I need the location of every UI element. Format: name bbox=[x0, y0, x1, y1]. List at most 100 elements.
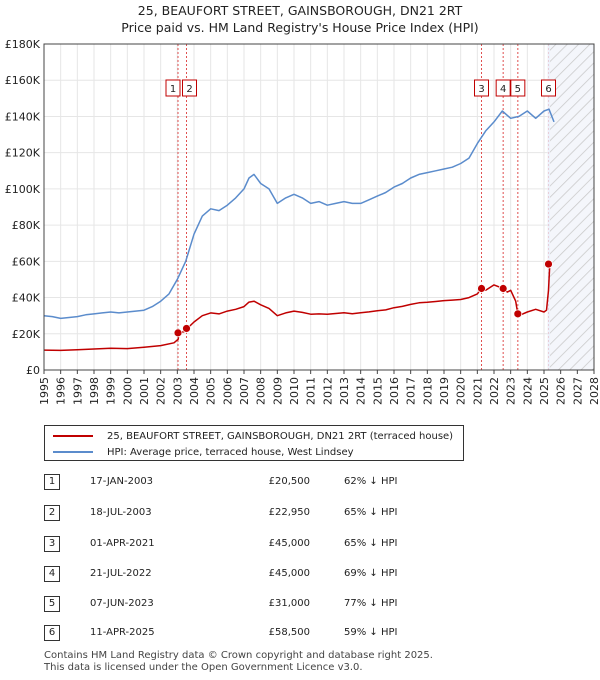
tx-price: £45,000 bbox=[268, 538, 310, 549]
transaction-point bbox=[182, 324, 191, 333]
tx-price: £45,000 bbox=[268, 568, 310, 579]
table-row: 5 07-JUN-2023 £31,000 77% ↓ HPI bbox=[44, 596, 584, 614]
x-tick-label: 2023 bbox=[505, 377, 518, 405]
tx-date: 17-JAN-2003 bbox=[90, 476, 154, 487]
tx-date: 18-JUL-2003 bbox=[90, 507, 152, 518]
x-tick-label: 2000 bbox=[121, 377, 134, 405]
transaction-label-box bbox=[165, 79, 181, 97]
y-tick-label: £140K bbox=[5, 110, 41, 123]
transaction-point bbox=[513, 309, 523, 319]
transaction-label: 5 bbox=[510, 79, 526, 97]
tx-date: 21-JUL-2022 bbox=[90, 568, 152, 579]
x-tick-label: 2002 bbox=[155, 377, 168, 405]
x-tick-label: 1996 bbox=[55, 377, 68, 405]
tx-price: £22,950 bbox=[268, 507, 310, 518]
transaction-label: 2 bbox=[182, 79, 197, 97]
x-tick-label: 2018 bbox=[421, 377, 434, 405]
tx-date: 07-JUN-2023 bbox=[90, 598, 154, 609]
transaction-label-text: 4 bbox=[500, 84, 506, 95]
tx-hpi-diff: 59% ↓ HPI bbox=[344, 627, 398, 638]
transaction-band bbox=[547, 44, 550, 370]
grid bbox=[43, 43, 595, 371]
tx-number: 5 bbox=[44, 596, 60, 612]
tx-date: 01-APR-2021 bbox=[90, 538, 155, 549]
x-tick-label: 2012 bbox=[321, 377, 334, 405]
table-row: 3 01-APR-2021 £45,000 65% ↓ HPI bbox=[44, 536, 584, 554]
x-tick-label: 2021 bbox=[471, 377, 484, 405]
transaction-point bbox=[544, 259, 553, 269]
x-tick-label: 2006 bbox=[221, 377, 234, 405]
tx-number: 2 bbox=[44, 505, 60, 521]
transaction-label-box bbox=[541, 79, 556, 97]
transaction-label-text: 6 bbox=[545, 84, 551, 95]
y-tick-label: £80K bbox=[12, 219, 41, 232]
transaction-label-text: 1 bbox=[170, 84, 176, 95]
y-tick-label: £100K bbox=[5, 183, 41, 196]
transaction-label: 1 bbox=[165, 79, 181, 97]
x-tick-label: 1999 bbox=[105, 377, 118, 405]
transaction-point bbox=[477, 284, 486, 293]
transaction-marker-lines bbox=[177, 44, 550, 370]
legend-label-property: 25, BEAUFORT STREET, GAINSBOROUGH, DN21 … bbox=[107, 430, 454, 442]
x-tick-label: 2014 bbox=[355, 377, 368, 405]
legend-item-property: 25, BEAUFORT STREET, GAINSBOROUGH, DN21 … bbox=[53, 428, 453, 444]
x-tick-label: 1995 bbox=[38, 377, 51, 405]
x-tick-label: 2004 bbox=[188, 377, 201, 405]
x-tick-label: 2010 bbox=[288, 377, 301, 405]
table-row: 2 18-JUL-2003 £22,950 65% ↓ HPI bbox=[44, 505, 584, 523]
x-tick-label: 2024 bbox=[521, 377, 534, 405]
tx-hpi-diff: 69% ↓ HPI bbox=[344, 568, 398, 579]
transaction-label-box bbox=[510, 79, 526, 97]
transaction-label-text: 5 bbox=[515, 84, 521, 95]
tx-hpi-diff: 65% ↓ HPI bbox=[344, 538, 398, 549]
x-tick-label: 2007 bbox=[238, 377, 251, 405]
x-tick-label: 2003 bbox=[171, 377, 184, 405]
x-tick-label: 2026 bbox=[555, 377, 568, 405]
forecast-hatch bbox=[549, 44, 594, 370]
x-tick-label: 2013 bbox=[338, 377, 351, 405]
y-tick-label: £20K bbox=[12, 328, 41, 341]
footer: Contains HM Land Registry data © Crown c… bbox=[44, 650, 433, 674]
legend-item-hpi: HPI: Average price, terraced house, West… bbox=[53, 444, 354, 460]
transaction-label: 3 bbox=[474, 79, 489, 97]
tx-number: 1 bbox=[44, 474, 60, 490]
footer-line2: This data is licensed under the Open Gov… bbox=[44, 662, 363, 673]
footer-line1: Contains HM Land Registry data © Crown c… bbox=[44, 650, 433, 661]
y-tick-label: £180K bbox=[5, 38, 41, 51]
x-tick-label: 2008 bbox=[255, 377, 268, 405]
plot-area bbox=[44, 44, 594, 370]
x-tick-label: 2027 bbox=[571, 377, 584, 405]
chart-title-line2: Price paid vs. HM Land Registry's House … bbox=[121, 20, 479, 35]
tx-hpi-diff: 77% ↓ HPI bbox=[344, 598, 398, 609]
table-row: 4 21-JUL-2022 £45,000 69% ↓ HPI bbox=[44, 566, 584, 584]
plot-border bbox=[43, 43, 595, 371]
transaction-label-box bbox=[474, 79, 489, 97]
x-tick-label: 2015 bbox=[371, 377, 384, 405]
tx-hpi-diff: 65% ↓ HPI bbox=[344, 507, 398, 518]
transaction-point bbox=[173, 328, 183, 338]
transaction-label: 6 bbox=[541, 79, 556, 97]
x-tick-label: 2019 bbox=[438, 377, 451, 405]
tx-number: 6 bbox=[44, 625, 60, 641]
tx-price: £31,000 bbox=[268, 598, 310, 609]
legend-swatch-hpi bbox=[53, 451, 93, 453]
x-tick-label: 2016 bbox=[388, 377, 401, 405]
hpi-line bbox=[43, 108, 555, 320]
legend-label-hpi: HPI: Average price, terraced house, West… bbox=[107, 446, 354, 458]
y-tick-label: £0 bbox=[26, 364, 40, 377]
x-tick-label: 2028 bbox=[588, 377, 600, 405]
x-tick-label: 2022 bbox=[488, 377, 501, 405]
x-tick-label: 1997 bbox=[71, 377, 84, 405]
y-tick-label: £40K bbox=[12, 292, 41, 305]
axes: £0 £20K £40K £60K £80K £100K £120K £140K £160K £1… bbox=[5, 38, 600, 405]
tx-price: £58,500 bbox=[268, 627, 310, 638]
chart-title: 25, BEAUFORT STREET, GAINSBOROUGH, DN21 … bbox=[0, 2, 600, 36]
x-tick-label: 2025 bbox=[538, 377, 551, 405]
tx-number: 3 bbox=[44, 536, 60, 552]
table-row: 6 11-APR-2025 £58,500 59% ↓ HPI bbox=[44, 625, 584, 643]
transaction-point bbox=[498, 284, 508, 293]
x-tick-label: 1998 bbox=[88, 377, 101, 405]
legend-swatch-property bbox=[53, 435, 93, 437]
tx-number: 4 bbox=[44, 566, 60, 582]
